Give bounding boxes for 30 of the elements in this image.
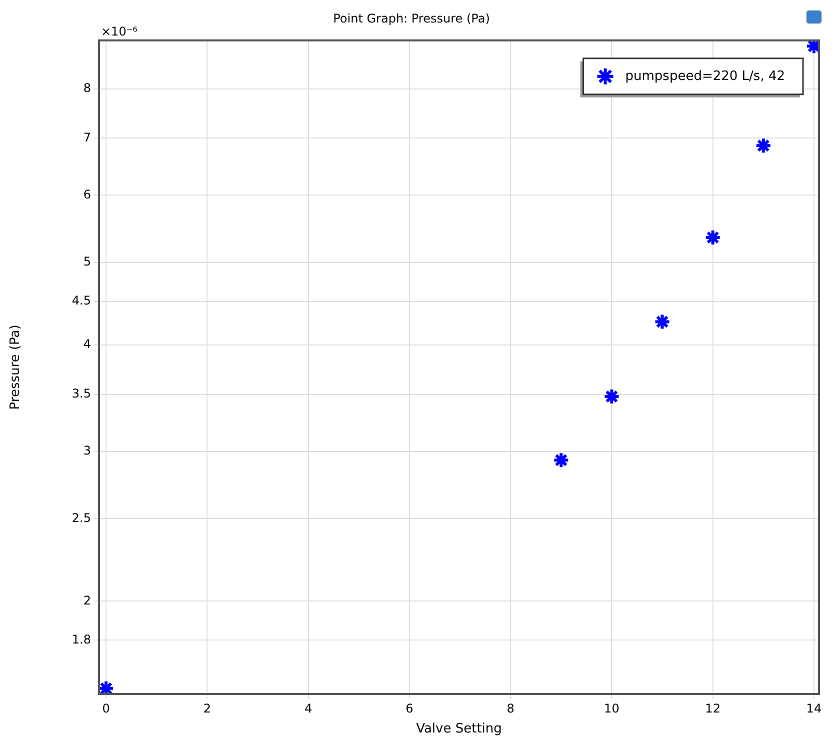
point <box>603 388 620 405</box>
point <box>704 229 722 246</box>
x-tick-label: 6 <box>406 701 414 716</box>
point <box>754 137 772 154</box>
point <box>99 680 115 694</box>
y-tick-label: 3.5 <box>72 386 91 401</box>
point <box>654 313 671 330</box>
x-tick-label: 2 <box>203 701 212 716</box>
y-axis-title: Pressure (Pa) <box>8 324 24 410</box>
x-tick-label: 0 <box>102 701 110 716</box>
y-tick-label: 4.5 <box>72 294 91 308</box>
point <box>552 452 570 469</box>
y-tick-label: 3 <box>83 443 91 458</box>
x-axis-title: Valve Setting <box>416 722 502 737</box>
x-tick-label: 8 <box>506 701 514 716</box>
chart-title: Point Graph: Pressure (Pa) <box>333 11 490 26</box>
y-tick-label: 1.8 <box>72 632 91 646</box>
y-tick-label: 4 <box>83 337 91 352</box>
y-tick-label: 2.5 <box>72 510 91 525</box>
legend-label: pumpspeed=220 L/s, 42 <box>625 68 786 84</box>
y-tick-label: 6 <box>83 187 91 202</box>
x-tick-label: 10 <box>604 701 620 716</box>
y-tick-label: 5 <box>83 254 91 269</box>
y-tick-label: 2 <box>83 593 91 608</box>
text: ×10⁻⁶ <box>101 24 138 38</box>
y-tick-label: 8 <box>83 80 91 95</box>
x-tick-label: 12 <box>705 701 720 716</box>
x-tick-label: 4 <box>304 701 312 716</box>
y-tick-label: 7 <box>83 130 91 144</box>
x-tick-label: 14 <box>806 701 822 716</box>
